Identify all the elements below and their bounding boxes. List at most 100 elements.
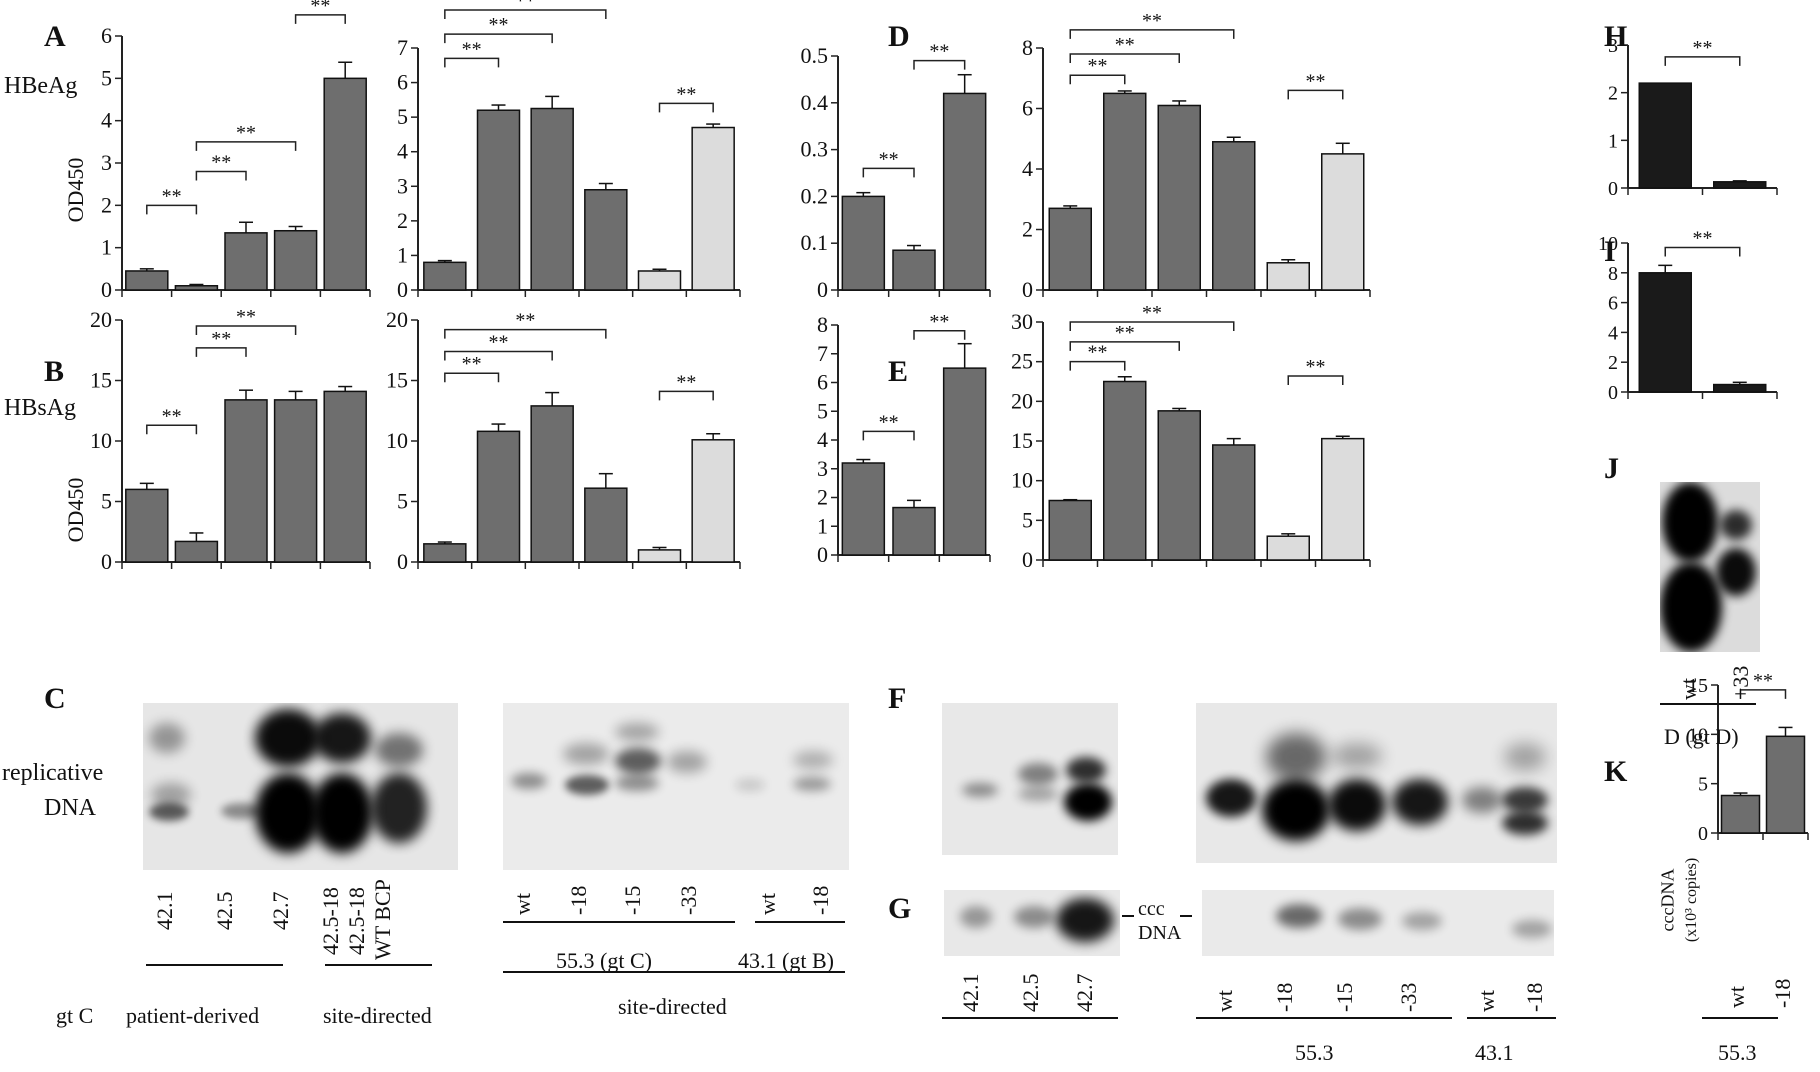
lane-label: -33 bbox=[676, 885, 701, 915]
sig-bracket bbox=[146, 424, 198, 435]
panel-letter-a: A bbox=[44, 20, 66, 53]
y-tick-label: 0 bbox=[1022, 277, 1033, 302]
sig-bracket bbox=[444, 9, 607, 19]
bar bbox=[1212, 141, 1256, 291]
lane-label: -18 bbox=[808, 885, 833, 915]
od450-label-a: OD450 bbox=[63, 157, 88, 223]
sig-bracket bbox=[444, 372, 500, 383]
y-tick-label: 0.3 bbox=[801, 137, 829, 162]
sig-label: ** bbox=[1115, 322, 1135, 344]
bar bbox=[224, 399, 268, 563]
sig-bracket bbox=[1069, 29, 1235, 39]
sig-bracket bbox=[1069, 74, 1126, 85]
sig-bracket bbox=[1069, 321, 1235, 331]
blot-band bbox=[1018, 763, 1058, 785]
blot-band bbox=[1328, 779, 1386, 831]
y-tick-label: 4 bbox=[1608, 322, 1618, 344]
panel-letter-c: C bbox=[44, 682, 66, 715]
bar bbox=[584, 487, 628, 563]
lane-label: wt bbox=[510, 893, 535, 915]
sig-bracket bbox=[658, 390, 714, 401]
sig-bracket bbox=[913, 59, 966, 70]
bar bbox=[125, 270, 169, 291]
y-tick-label: 0 bbox=[1608, 382, 1618, 404]
blot-band bbox=[1066, 757, 1106, 783]
blot-band bbox=[1502, 811, 1548, 835]
y-tick-label: 5 bbox=[817, 398, 828, 423]
blot-band bbox=[313, 713, 371, 763]
blot-band bbox=[255, 709, 321, 767]
lane-label: 42.5 bbox=[212, 891, 237, 931]
bar bbox=[125, 488, 169, 563]
sig-bracket bbox=[1069, 53, 1180, 64]
replicative-label: replicative bbox=[2, 760, 104, 786]
bar bbox=[1157, 410, 1201, 561]
y-tick-label: 6 bbox=[1022, 96, 1033, 121]
hbeag-label: HBeAg bbox=[4, 73, 78, 99]
y-tick-label: 3 bbox=[1608, 35, 1618, 57]
y-tick-label: 0.2 bbox=[801, 183, 829, 208]
ccc-label: ccc bbox=[1138, 898, 1165, 920]
sig-label: ** bbox=[515, 0, 535, 12]
bar bbox=[1765, 735, 1806, 834]
y-tick-label: 5 bbox=[101, 489, 112, 514]
y-tick-label: 5 bbox=[397, 489, 408, 514]
sig-bracket bbox=[913, 330, 966, 340]
y-tick-label: 7 bbox=[817, 341, 828, 366]
bar bbox=[942, 92, 987, 291]
k-553-label: 55.3 bbox=[1718, 1040, 1757, 1065]
panel-letter-b: B bbox=[44, 355, 65, 388]
chart-e-left: 0 1 2 3 4 5 6 7 8 ** ** bbox=[817, 311, 991, 567]
chart-e-right: 0 5 10 15 20 25 30 ** ** ** ** bbox=[1011, 302, 1371, 572]
k-ylabel-1: cccDNA bbox=[1657, 868, 1678, 932]
sig-label: ** bbox=[929, 311, 949, 333]
blot-band bbox=[371, 773, 427, 843]
lane-label: 42.7 bbox=[268, 891, 293, 931]
sig-bracket bbox=[444, 328, 607, 339]
od450-label-b: OD450 bbox=[63, 477, 88, 543]
y-tick-label: 6 bbox=[397, 70, 408, 95]
y-tick-label: 5 bbox=[1022, 507, 1033, 532]
lane-label: 42.5 bbox=[1018, 973, 1043, 1013]
y-tick-label: 0.1 bbox=[801, 230, 829, 255]
blot-band bbox=[962, 783, 998, 797]
bar bbox=[1048, 499, 1092, 561]
blot-band bbox=[1056, 898, 1114, 942]
y-tick-label: 6 bbox=[101, 23, 112, 48]
y-tick-label: 6 bbox=[1608, 293, 1618, 315]
bar bbox=[476, 430, 521, 563]
sig-bracket bbox=[444, 57, 500, 68]
y-tick-label: 10 bbox=[90, 428, 112, 453]
bar bbox=[1266, 262, 1310, 291]
sig-label: ** bbox=[462, 38, 482, 60]
bar bbox=[1720, 794, 1761, 834]
y-tick-label: 1 bbox=[817, 513, 828, 538]
bar bbox=[1103, 380, 1147, 561]
sig-bracket bbox=[1287, 375, 1344, 385]
bar bbox=[273, 399, 318, 563]
bar bbox=[530, 405, 574, 563]
sig-label: ** bbox=[676, 371, 696, 393]
sig-bracket bbox=[1664, 56, 1741, 66]
bar bbox=[841, 462, 886, 556]
panel-letter-i: I bbox=[1604, 235, 1616, 268]
y-tick-label: 2 bbox=[1608, 352, 1618, 374]
bar bbox=[1321, 153, 1365, 291]
bar bbox=[1048, 207, 1092, 291]
y-tick-label: 4 bbox=[1022, 156, 1033, 181]
y-tick-label: 5 bbox=[101, 65, 112, 90]
ccc-dna-label: DNA bbox=[1138, 922, 1182, 944]
blot-band bbox=[667, 751, 707, 773]
sig-label: ** bbox=[1306, 356, 1326, 378]
sig-label: ** bbox=[1088, 55, 1108, 77]
blot-band bbox=[311, 773, 373, 853]
blot-f-left bbox=[942, 703, 1118, 855]
sig-bracket bbox=[195, 141, 297, 151]
sig-bracket bbox=[444, 33, 553, 44]
bar bbox=[1157, 104, 1201, 291]
bar bbox=[323, 390, 367, 563]
blot-band bbox=[1512, 920, 1552, 938]
blot-c-right bbox=[503, 703, 849, 870]
